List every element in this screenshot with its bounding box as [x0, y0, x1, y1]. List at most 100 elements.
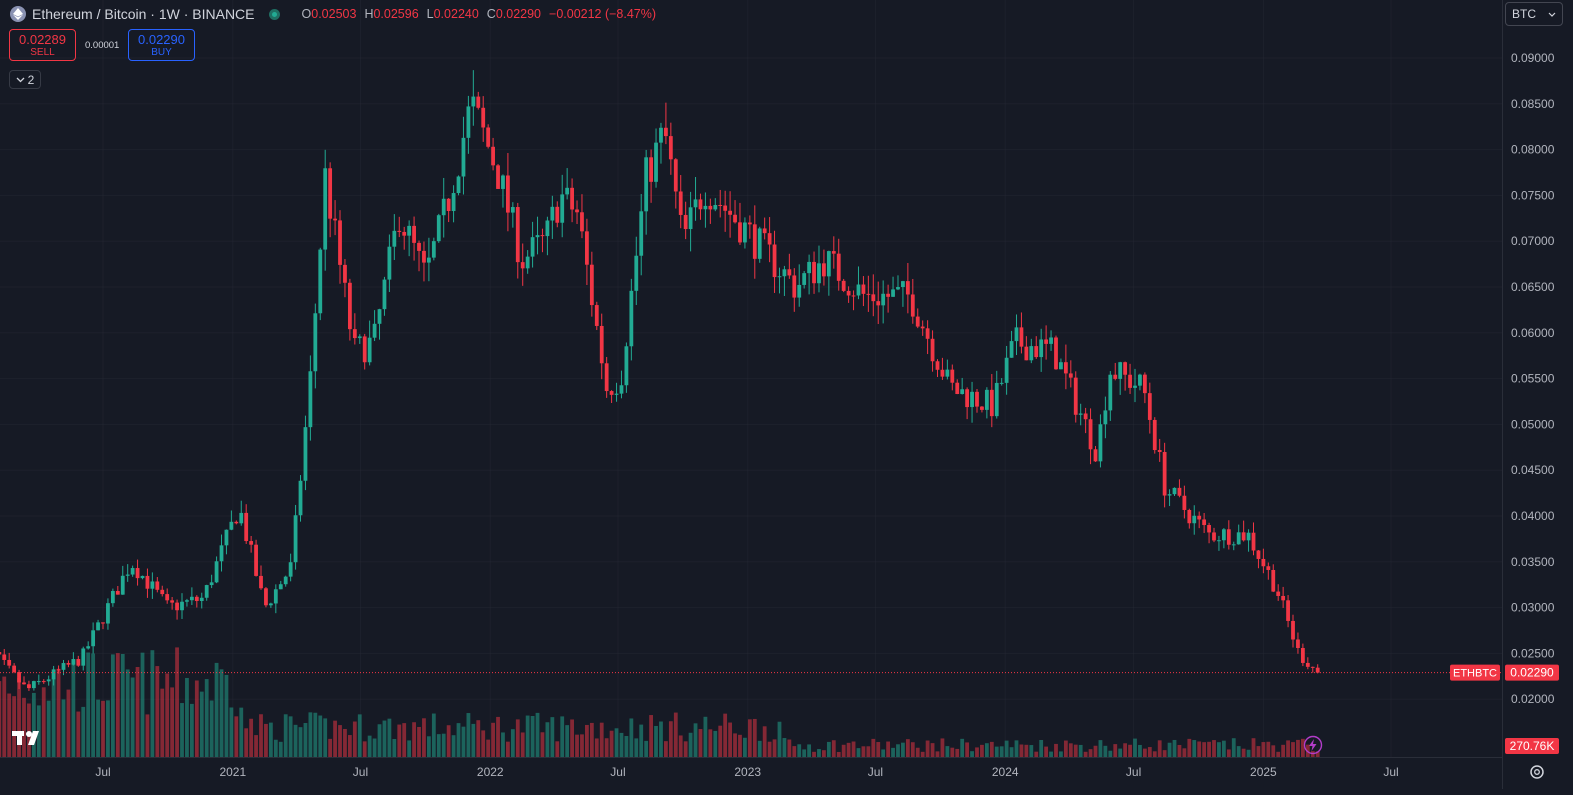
chevron-down-icon: [1548, 12, 1556, 17]
candle: [1054, 335, 1058, 370]
volume-bar: [609, 730, 614, 757]
candle: [278, 580, 283, 590]
volume-bar: [1059, 751, 1063, 757]
volume-bar: [989, 741, 994, 757]
volume-bar: [846, 742, 851, 757]
time-scale[interactable]: Jul 2021 Jul 2022 Jul 2023 Jul 2024 Jul 2025 Jul: [0, 757, 1502, 790]
candle: [589, 251, 594, 317]
candle: [239, 500, 244, 526]
volume-bar: [1207, 741, 1211, 757]
candle: [268, 602, 273, 608]
volume-bar: [288, 716, 293, 757]
volume-bar: [120, 653, 125, 757]
candle: [456, 175, 461, 196]
volume-bar: [491, 722, 495, 757]
candle: [565, 168, 570, 200]
candle: [486, 124, 491, 149]
volume-bar: [802, 749, 807, 757]
currency-select[interactable]: BTC: [1505, 2, 1563, 26]
candle: [110, 588, 115, 607]
symbol-title[interactable]: Ethereum / Bitcoin · 1W · BINANCE: [32, 6, 255, 22]
candle: [150, 572, 155, 599]
candle: [629, 278, 634, 361]
candle: [984, 387, 989, 419]
candle: [1315, 664, 1320, 674]
volume-bar: [555, 741, 560, 757]
volume-bar: [861, 746, 866, 757]
candle: [772, 230, 777, 293]
volume-bar: [1068, 743, 1073, 757]
volume-bar: [461, 726, 466, 757]
candle: [1162, 442, 1167, 508]
price-scale[interactable]: 0.09000 0.08500 0.08000 0.07500 0.07000 0.065…: [1502, 0, 1573, 789]
buy-button[interactable]: 0.02290 BUY: [128, 29, 195, 61]
lightning-icon[interactable]: [1303, 735, 1323, 755]
volume-bar: [1162, 750, 1167, 757]
volume-bar: [155, 666, 160, 757]
volume-bar: [244, 728, 249, 757]
volume-bar: [180, 703, 184, 757]
indicators-toggle-button[interactable]: 2: [9, 70, 41, 89]
sell-button[interactable]: 0.02289 SELL: [9, 29, 76, 61]
candle: [298, 475, 303, 522]
volume-bar: [1078, 744, 1083, 757]
candle: [807, 254, 812, 295]
candle: [51, 665, 56, 686]
volume-bar: [362, 741, 367, 757]
x-tick-label: 2022: [477, 765, 504, 779]
volume-bar: [1315, 751, 1320, 757]
candle: [1108, 371, 1113, 421]
candle: [718, 189, 723, 218]
candle: [1192, 505, 1197, 535]
candle: [2, 648, 7, 665]
candle: [397, 216, 402, 238]
volume-bar: [86, 652, 91, 757]
candle: [1187, 508, 1192, 529]
candle: [96, 619, 100, 631]
volume-bar: [614, 728, 619, 757]
volume-bar: [871, 738, 876, 757]
candle: [915, 308, 920, 329]
volume-bar: [1138, 744, 1142, 757]
y-tick-label: 0.07000: [1511, 234, 1555, 248]
market-status-icon[interactable]: [268, 8, 280, 20]
volume-bar: [817, 749, 821, 757]
volume-bar: [1231, 738, 1236, 757]
candle: [965, 387, 970, 420]
candle: [264, 587, 268, 608]
candle: [387, 234, 392, 292]
volume-bar: [481, 730, 486, 757]
volume-bar: [224, 674, 229, 757]
volume-bar: [1226, 749, 1231, 757]
candle: [244, 504, 249, 544]
volume-bar: [249, 718, 254, 757]
candle: [1276, 584, 1281, 601]
gear-icon[interactable]: [1527, 762, 1547, 782]
volume-bar: [659, 721, 663, 757]
candle: [505, 153, 510, 232]
volume-bar: [268, 722, 273, 757]
candle: [1291, 614, 1295, 648]
volume-bar: [1212, 740, 1216, 757]
volume-bar: [703, 716, 708, 757]
candle: [308, 355, 313, 441]
volume-bar: [130, 677, 135, 757]
last-price-value: 0.02290: [1510, 666, 1554, 680]
candle: [1167, 489, 1172, 507]
volume-bar: [1276, 751, 1281, 757]
volume-bar: [1083, 751, 1088, 757]
volume-bar: [1063, 740, 1068, 757]
candle: [1281, 586, 1286, 608]
volume-bar: [550, 717, 555, 757]
sell-price: 0.02289: [19, 32, 66, 47]
candle: [950, 364, 955, 391]
y-tick-label: 0.09000: [1511, 51, 1555, 65]
tradingview-logo-icon[interactable]: [12, 728, 46, 748]
volume-bar: [101, 700, 105, 757]
volume-bar: [851, 741, 856, 757]
candle: [491, 137, 495, 171]
volume-bar: [1054, 743, 1058, 757]
volume-bar: [604, 738, 609, 757]
candle: [318, 247, 323, 321]
